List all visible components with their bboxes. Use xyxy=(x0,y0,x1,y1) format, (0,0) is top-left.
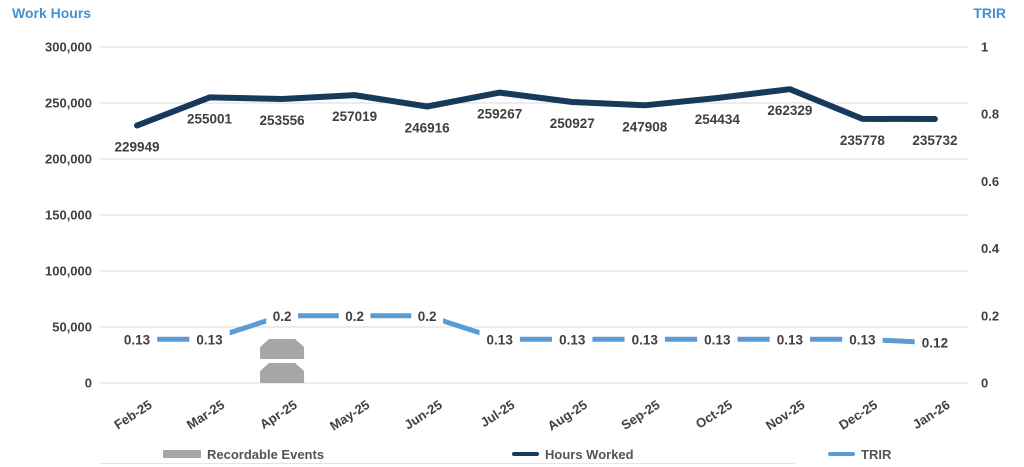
left-axis-title: Work Hours xyxy=(12,5,92,21)
hours-worked-data-label: 259267 xyxy=(477,107,522,122)
x-axis-label: May-25 xyxy=(327,397,372,434)
left-axis-tick-label: 150,000 xyxy=(45,208,92,223)
left-axis-tick-label: 300,000 xyxy=(45,40,92,55)
chart-plot-area: 0 50,000 100,000 150,000 200,000 250,000 300,0… xyxy=(45,40,1000,434)
hours-worked-data-label: 235732 xyxy=(912,133,957,148)
trir-data-label: 0.13 xyxy=(777,332,804,347)
x-axis-label: Dec-25 xyxy=(836,397,880,433)
hours-worked-swatch xyxy=(512,452,539,456)
x-axis-label: Jun-25 xyxy=(401,397,444,432)
trir-data-label: 0.13 xyxy=(632,332,659,347)
trir-data-label: 0.2 xyxy=(418,309,437,324)
trir-data-label: 0.2 xyxy=(345,309,364,324)
hours-worked-data-label: 246916 xyxy=(405,120,451,135)
recordable-events-swatch xyxy=(163,450,201,458)
legend-label: TRIR xyxy=(861,446,892,462)
right-axis-tick-label: 1 xyxy=(981,40,988,55)
x-axis-label: Jul-25 xyxy=(478,397,518,430)
trir-label-mask xyxy=(624,330,665,349)
chart-legend: Recordable Events Hours Worked TRIR xyxy=(0,443,1024,465)
trir-label-mask xyxy=(338,306,371,325)
trir-line[interactable] xyxy=(134,313,938,346)
trir-data-label: 0.13 xyxy=(487,332,514,347)
left-axis-tick-label: 50,000 xyxy=(52,320,92,335)
hours-worked-data-label: 229949 xyxy=(114,139,159,154)
trir-data-label: 0.13 xyxy=(849,332,876,347)
right-axis-title: TRIR xyxy=(973,5,1006,21)
trir-label-mask xyxy=(769,330,811,349)
hours-worked-data-label: 235778 xyxy=(840,133,886,148)
left-axis-tick-label: 200,000 xyxy=(45,152,92,167)
legend-item-trir[interactable]: TRIR xyxy=(828,443,891,465)
right-axis-tick-label: 0.2 xyxy=(981,308,999,323)
trir-label-mask xyxy=(479,330,520,349)
x-axis-label: Oct-25 xyxy=(693,397,735,432)
left-axis-tick-label: 100,000 xyxy=(45,264,92,279)
trir-data-label: 0.12 xyxy=(922,336,948,351)
hours-worked-data-label: 262329 xyxy=(767,103,812,118)
right-axis-tick-label: 0.8 xyxy=(981,107,999,122)
trir-label-mask xyxy=(266,306,298,325)
right-axis-tick-label: 0 xyxy=(981,376,988,391)
trir-data-label: 0.2 xyxy=(273,309,292,324)
right-axis-tick-label: 0.4 xyxy=(981,241,1000,256)
x-axis-label: Apr-25 xyxy=(257,397,300,432)
trir-label-mask xyxy=(842,330,883,349)
hours-worked-data-label: 250927 xyxy=(550,116,595,131)
x-axis-label: Mar-25 xyxy=(184,397,227,432)
hours-worked-data-label: 254434 xyxy=(695,112,741,127)
trir-label-mask xyxy=(914,333,956,352)
trir-label-mask xyxy=(411,306,444,325)
trir-data-label: 0.13 xyxy=(704,332,731,347)
legend-item-recordable-events[interactable]: Recordable Events xyxy=(163,443,324,465)
x-axis-label: Aug-25 xyxy=(545,397,590,434)
legend-item-hours-worked[interactable]: Hours Worked xyxy=(512,443,634,465)
trir-label-mask xyxy=(552,330,593,349)
right-axis-tick-label: 0.6 xyxy=(981,174,999,189)
trir-swatch xyxy=(828,452,855,456)
left-axis-tick-label: 0 xyxy=(85,376,92,391)
legend-label: Recordable Events xyxy=(207,446,325,462)
legend-label: Hours Worked xyxy=(545,446,634,462)
hours-worked-data-label: 255001 xyxy=(187,111,233,126)
trir-data-label: 0.13 xyxy=(124,332,151,347)
hours-worked-line[interactable] xyxy=(134,86,938,129)
trir-label-mask xyxy=(189,330,230,349)
trir-data-label: 0.13 xyxy=(196,332,223,347)
hours-worked-data-label: 253556 xyxy=(260,113,306,128)
trir-label-mask xyxy=(116,330,158,349)
x-axis-label: Jan-26 xyxy=(910,397,953,432)
x-axis-label: Feb-25 xyxy=(111,397,154,432)
x-axis-label: Nov-25 xyxy=(763,397,808,433)
hours-worked-data-label: 247908 xyxy=(622,119,668,134)
left-axis-tick-label: 250,000 xyxy=(45,96,92,111)
x-axis-label: Sep-25 xyxy=(618,397,662,433)
hours-worked-data-label: 257019 xyxy=(332,109,377,124)
recordable-event-block[interactable] xyxy=(260,363,305,383)
chart-bottom-divider xyxy=(100,463,795,464)
trir-data-label: 0.13 xyxy=(559,332,586,347)
trir-label-mask xyxy=(697,330,738,349)
recordable-event-block[interactable] xyxy=(260,339,305,359)
